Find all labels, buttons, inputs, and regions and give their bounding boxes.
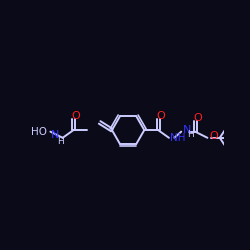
- Text: HO: HO: [30, 127, 46, 137]
- Text: N: N: [50, 130, 59, 140]
- Text: O: O: [210, 131, 218, 141]
- Text: H: H: [187, 130, 194, 139]
- Text: O: O: [156, 111, 165, 121]
- Text: H: H: [57, 137, 64, 146]
- Text: O: O: [193, 113, 202, 123]
- Text: O: O: [72, 111, 80, 121]
- Text: NH: NH: [170, 133, 186, 143]
- Text: N: N: [183, 125, 191, 135]
